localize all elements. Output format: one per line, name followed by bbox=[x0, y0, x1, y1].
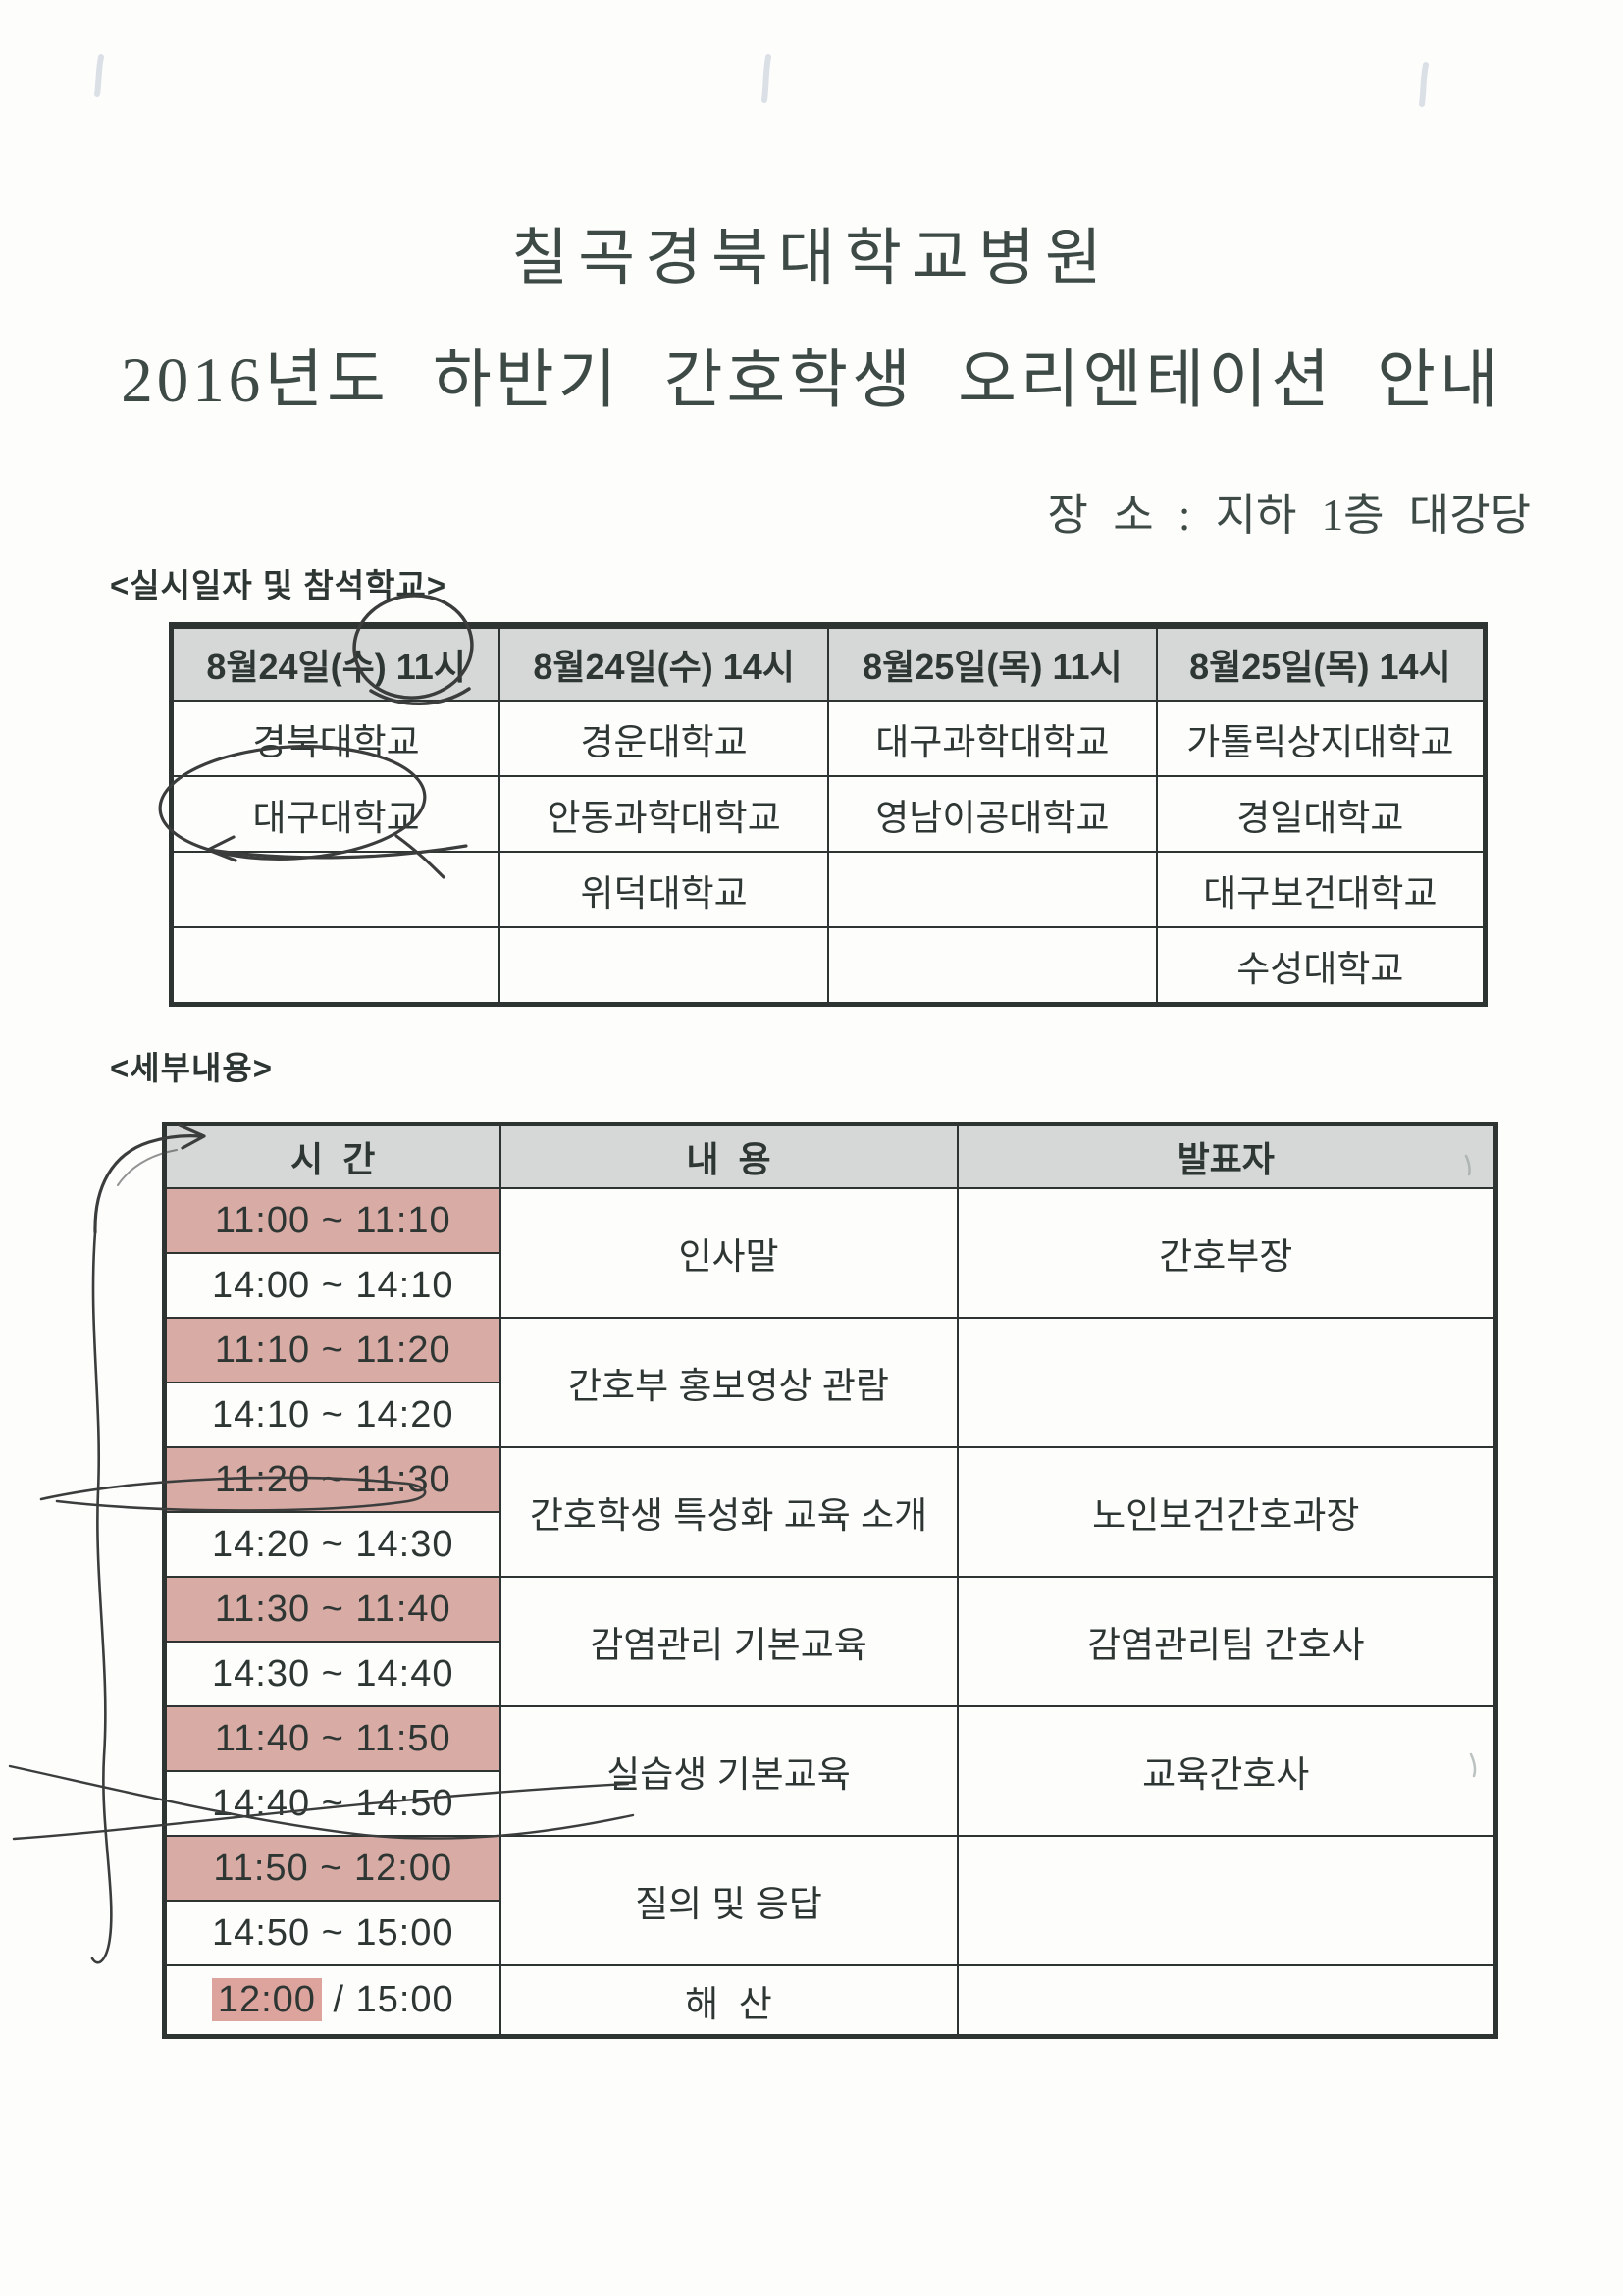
time-cell-afternoon: 14:40 ~ 14:50 bbox=[163, 1770, 501, 1837]
schedule-row-morning: 11:00 ~ 11:10 인사말 간호부장 bbox=[163, 1187, 1497, 1319]
highlighted-time: 12:00 bbox=[211, 1978, 322, 2021]
school-cell: 안동과학대학교 bbox=[498, 775, 829, 853]
presenter-cell: 간호부장 bbox=[956, 1187, 1497, 1319]
schedule-row-afternoon: 14:50 ~ 15:00 bbox=[163, 1900, 1496, 1966]
time-cell-morning: 11:50 ~ 12:00 bbox=[163, 1835, 501, 1902]
school-cell bbox=[170, 851, 501, 928]
school-cell: 위덕대학교 bbox=[498, 851, 829, 928]
section-label-schools: <실시일자 및 참석학교> bbox=[110, 567, 447, 603]
section-label-details: <세부내용> bbox=[110, 1050, 273, 1086]
presenter-cell: 교육간호사 bbox=[956, 1705, 1497, 1837]
content-cell: 인사말 bbox=[498, 1187, 959, 1319]
schools-row: 경북대학교 경운대학교 대구과학대학교 가톨릭상지대학교 bbox=[170, 700, 1487, 777]
school-cell: 대구과학대학교 bbox=[827, 700, 1158, 777]
session-column-header: 8월24일(수) 14시 bbox=[498, 624, 829, 702]
content-cell: 간호부 홍보영상 관람 bbox=[498, 1317, 959, 1448]
school-cell bbox=[498, 926, 829, 1006]
time-cell-morning: 11:40 ~ 11:50 bbox=[163, 1705, 501, 1772]
session-column-header: 8월24일(수) 11시 bbox=[170, 624, 501, 702]
session-column-header: 8월25일(목) 14시 bbox=[1155, 624, 1487, 702]
session-column-header: 8월25일(목) 11시 bbox=[827, 624, 1158, 702]
presenter-cell bbox=[956, 1835, 1497, 1966]
schedule-column-header: 시 간 bbox=[163, 1122, 501, 1189]
content-cell: 실습생 기본교육 bbox=[498, 1705, 959, 1837]
schools-row: 위덕대학교 대구보건대학교 bbox=[170, 851, 1487, 928]
schedule-row-dismissal: 12:00 / 15:00 해 산 bbox=[163, 1964, 1497, 2038]
time-cell-afternoon: 14:00 ~ 14:10 bbox=[163, 1252, 501, 1319]
schools-row: 대구대학교 안동과학대학교 영남이공대학교 경일대학교 bbox=[170, 775, 1487, 853]
school-cell: 경북대학교 bbox=[170, 700, 501, 777]
schedule-row-afternoon: 14:10 ~ 14:20 bbox=[163, 1382, 1496, 1448]
content-cell: 질의 및 응답 bbox=[498, 1835, 959, 1966]
time-cell-morning: 11:30 ~ 11:40 bbox=[163, 1576, 501, 1643]
schedule-column-header: 발표자 bbox=[956, 1122, 1497, 1189]
pen-vertical-line bbox=[90, 1230, 113, 1964]
schedule-table-body: 11:00 ~ 11:10 인사말 간호부장 14:00 ~ 14:10 11:10 ~… bbox=[163, 1187, 1497, 2038]
time-cell-afternoon: 14:50 ~ 15:00 bbox=[163, 1900, 501, 1966]
school-cell: 대구보건대학교 bbox=[1155, 851, 1487, 928]
school-cell: 경일대학교 bbox=[1155, 775, 1487, 853]
schedule-column-header: 내 용 bbox=[498, 1122, 959, 1189]
schedule-row-afternoon: 14:20 ~ 14:30 bbox=[163, 1511, 1496, 1578]
content-cell: 간호학생 특성화 교육 소개 bbox=[498, 1446, 959, 1578]
presenter-cell: 노인보건간호과장 bbox=[956, 1446, 1497, 1578]
schools-table-body: 경북대학교 경운대학교 대구과학대학교 가톨릭상지대학교 대구대학교 안동과학대학교 영남이… bbox=[170, 700, 1487, 1006]
hospital-title: 칠곡경북대학교병원 bbox=[511, 224, 1112, 292]
school-cell bbox=[170, 926, 501, 1006]
schools-table-head: 8월24일(수) 11시 8월24일(수) 14시 8월25일(목) 11시 8월25… bbox=[170, 624, 1487, 702]
schedule-row-morning: 11:30 ~ 11:40 감염관리 기본교육 감염관리팀 간호사 bbox=[163, 1576, 1497, 1707]
schedule-row-morning: 11:50 ~ 12:00 질의 및 응답 bbox=[163, 1835, 1497, 1966]
schedule-row-morning: 11:20 ~ 11:30 간호학생 특성화 교육 소개 노인보건간호과장 bbox=[163, 1446, 1497, 1578]
school-cell bbox=[827, 926, 1158, 1006]
schools-header-row: 8월24일(수) 11시 8월24일(수) 14시 8월25일(목) 11시 8월25… bbox=[170, 624, 1487, 702]
schedule-row-morning: 11:40 ~ 11:50 실습생 기본교육 교육간호사 bbox=[163, 1705, 1497, 1837]
time-cell-morning: 11:00 ~ 11:10 bbox=[163, 1187, 501, 1254]
time-cell-afternoon: 14:10 ~ 14:20 bbox=[163, 1382, 501, 1448]
schools-table: 8월24일(수) 11시 8월24일(수) 14시 8월25일(목) 11시 8월25… bbox=[169, 622, 1488, 1007]
schedule-row-morning: 11:10 ~ 11:20 간호부 홍보영상 관람 bbox=[163, 1317, 1497, 1448]
time-cell-dismissal: 12:00 / 15:00 bbox=[163, 1964, 501, 2038]
schools-row: 수성대학교 bbox=[170, 926, 1487, 1006]
schedule-row-afternoon: 14:30 ~ 14:40 bbox=[163, 1641, 1496, 1707]
presenter-cell bbox=[956, 1317, 1497, 1448]
school-cell: 가톨릭상지대학교 bbox=[1155, 700, 1487, 777]
time-cell-afternoon: 14:20 ~ 14:30 bbox=[163, 1511, 501, 1578]
presenter-cell bbox=[956, 1964, 1497, 2038]
time-cell-afternoon: 14:30 ~ 14:40 bbox=[163, 1641, 501, 1707]
school-cell: 경운대학교 bbox=[498, 700, 829, 777]
location-line: 장 소 : 지하 1층 대강당 bbox=[1047, 491, 1531, 540]
document-title: 2016년도 하반기 간호학생 오리엔테이션 안내 bbox=[121, 345, 1502, 416]
schedule-row-afternoon: 14:00 ~ 14:10 bbox=[163, 1252, 1496, 1319]
school-cell: 대구대학교 bbox=[170, 775, 501, 853]
time-cell-morning: 11:10 ~ 11:20 bbox=[163, 1317, 501, 1383]
time-cell-morning: 11:20 ~ 11:30 bbox=[163, 1446, 501, 1513]
presenter-cell: 감염관리팀 간호사 bbox=[956, 1576, 1497, 1707]
content-cell: 해 산 bbox=[498, 1964, 959, 2038]
content-cell: 감염관리 기본교육 bbox=[498, 1576, 959, 1707]
school-cell bbox=[827, 851, 1158, 928]
school-cell: 영남이공대학교 bbox=[827, 775, 1158, 853]
school-cell: 수성대학교 bbox=[1155, 926, 1487, 1006]
scanner-smudges bbox=[94, 54, 1429, 107]
